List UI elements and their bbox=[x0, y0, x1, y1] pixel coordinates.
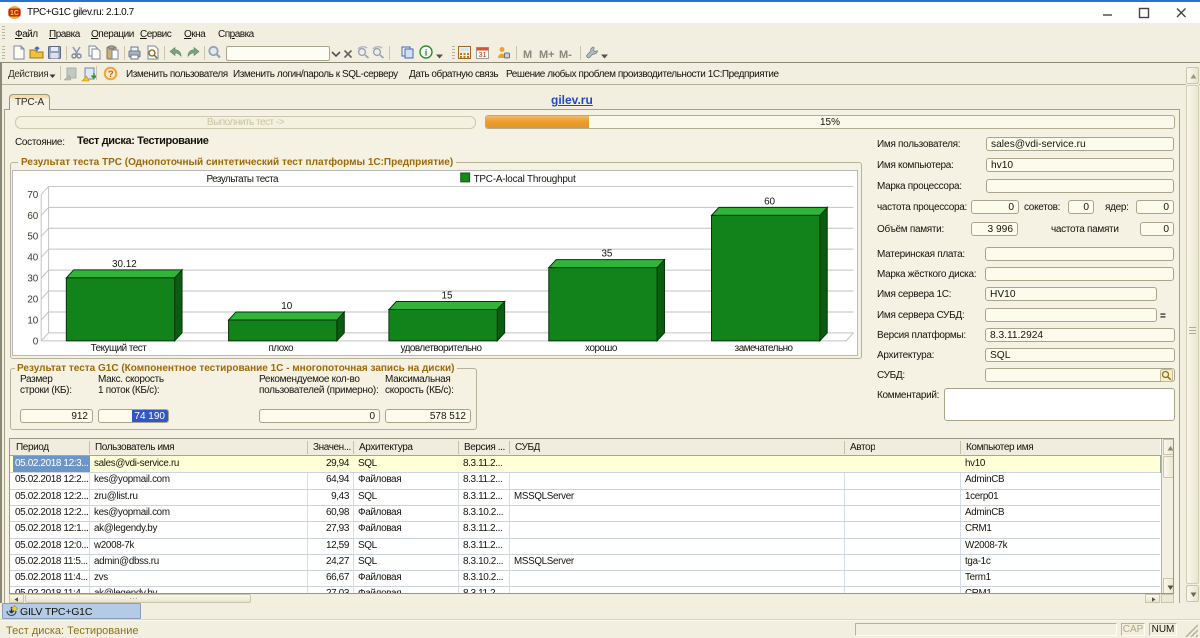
svg-text:Результаты теста: Результаты теста bbox=[206, 174, 279, 185]
svg-text:1C: 1C bbox=[10, 10, 19, 17]
svg-text:i: i bbox=[425, 48, 428, 58]
svg-text:30: 30 bbox=[27, 274, 38, 285]
svg-text:замечательно: замечательно bbox=[735, 343, 794, 354]
svg-text:60: 60 bbox=[27, 211, 38, 222]
svg-text:Текущий тест: Текущий тест bbox=[91, 343, 148, 354]
svg-text:20: 20 bbox=[27, 294, 38, 305]
svg-text:40: 40 bbox=[27, 253, 38, 264]
svg-text:31: 31 bbox=[479, 52, 487, 59]
svg-text:TPC-A-local Throughput: TPC-A-local Throughput bbox=[474, 174, 576, 185]
svg-text:M+: M+ bbox=[539, 49, 555, 60]
svg-text:30.12: 30.12 bbox=[112, 259, 137, 270]
svg-text:0: 0 bbox=[33, 336, 39, 347]
svg-text:50: 50 bbox=[27, 232, 38, 243]
svg-text:10: 10 bbox=[281, 301, 292, 312]
svg-text:10: 10 bbox=[27, 315, 38, 326]
svg-text:15: 15 bbox=[441, 291, 452, 302]
svg-text:плохо: плохо bbox=[269, 343, 294, 354]
svg-text:хорошо: хорошо bbox=[585, 343, 618, 354]
svg-text:M: M bbox=[523, 49, 532, 60]
svg-text:удовлетворительно: удовлетворительно bbox=[401, 343, 483, 354]
svg-text:?: ? bbox=[108, 69, 114, 80]
svg-text:60: 60 bbox=[764, 196, 775, 207]
svg-text:M-: M- bbox=[559, 49, 572, 60]
svg-text:70: 70 bbox=[27, 190, 38, 201]
svg-text:35: 35 bbox=[601, 249, 612, 260]
